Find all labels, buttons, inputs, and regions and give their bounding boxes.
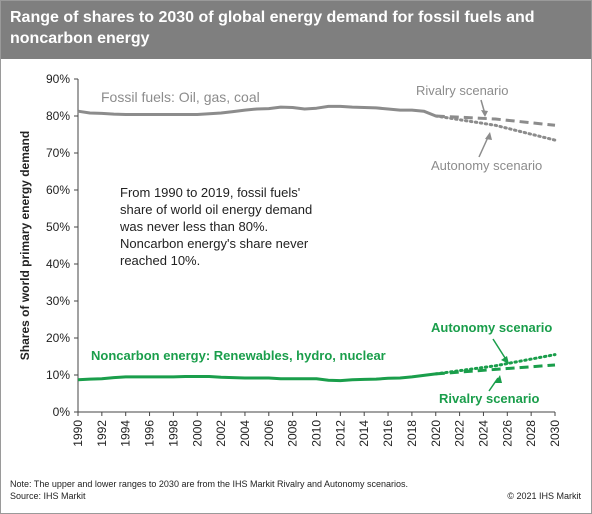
copyright: © 2021 IHS Markit xyxy=(507,491,581,501)
x-tick-label: 1994 xyxy=(119,420,133,447)
y-tick-label: 40% xyxy=(46,257,70,271)
annotation-line: reached 10%. xyxy=(120,253,200,268)
y-tick-label: 10% xyxy=(46,368,70,382)
noncarbon-autonomy-label: Autonomy scenario xyxy=(431,320,552,335)
annotation-line: Noncarbon energy's share never xyxy=(120,236,309,251)
annotation-line: was never less than 80%. xyxy=(119,219,268,234)
x-tick-label: 2000 xyxy=(190,420,204,447)
y-tick-label: 20% xyxy=(46,331,70,345)
y-tick-label: 30% xyxy=(46,294,70,308)
title-bar: Range of shares to 2030 of global energy… xyxy=(1,1,591,59)
noncarbon-autonomy-pointer xyxy=(492,338,508,362)
series-layer xyxy=(77,104,557,383)
fossil-autonomy-label: Autonomy scenario xyxy=(431,158,542,173)
x-tick-label: 2022 xyxy=(453,420,467,447)
x-tick-label: 2014 xyxy=(357,420,371,447)
x-tick-label: 1996 xyxy=(143,420,157,447)
fossil-rivalry-arrowhead xyxy=(481,110,488,117)
noncarbon-series-label: Noncarbon energy: Renewables, hydro, nuc… xyxy=(91,348,386,363)
y-tick-label: 50% xyxy=(46,220,70,234)
series-line-4 xyxy=(434,353,557,376)
y-tick-label: 70% xyxy=(46,146,70,160)
chart-note: Note: The upper and lower ranges to 2030… xyxy=(10,479,409,489)
x-tick-label: 2024 xyxy=(476,420,490,447)
series-line-5 xyxy=(435,363,556,376)
x-tick-label: 2012 xyxy=(333,420,347,447)
x-tick-label: 2010 xyxy=(310,420,324,447)
noncarbon-rivalry-arrowhead xyxy=(495,375,502,383)
axes: 0% 10% 20% 30% 40% 50% 60% 70% 80% 90% 1990 1992 199… xyxy=(18,72,562,447)
series-line-1 xyxy=(435,114,556,127)
x-tick-label: 2020 xyxy=(429,420,443,447)
x-tick-label: 1992 xyxy=(95,420,109,447)
x-tick-label: 2004 xyxy=(238,420,252,447)
x-tick-label: 1998 xyxy=(166,420,180,447)
y-tick-label: 0% xyxy=(53,405,71,419)
x-tick-label: 2002 xyxy=(214,420,228,447)
fossil-series-label: Fossil fuels: Oil, gas, coal xyxy=(101,89,260,105)
fossil-rivalry-label: Rivalry scenario xyxy=(416,83,508,98)
x-tick-label: 2008 xyxy=(286,420,300,447)
x-tick-label: 2006 xyxy=(262,420,276,447)
labels-layer: Fossil fuels: Oil, gas, coal Rivalry scen… xyxy=(91,83,552,406)
x-tick-label: 2026 xyxy=(500,420,514,447)
y-tick-label: 60% xyxy=(46,183,70,197)
series-line-2 xyxy=(434,114,557,142)
annotation-line: From 1990 to 2019, fossil fuels' xyxy=(120,185,300,200)
chart-title: Range of shares to 2030 of global energy… xyxy=(10,9,535,47)
noncarbon-rivalry-pointer xyxy=(488,377,499,392)
series-line-0 xyxy=(77,104,437,118)
y-tick-label: 90% xyxy=(46,72,70,86)
x-tick-label: 2028 xyxy=(524,420,538,447)
series-line-3 xyxy=(77,372,436,383)
noncarbon-autonomy-arrowhead xyxy=(501,356,509,364)
fossil-autonomy-arrowhead xyxy=(485,132,492,140)
annotation-line: share of world oil energy demand xyxy=(120,202,312,217)
line-chart: 0% 10% 20% 30% 40% 50% 60% 70% 80% 90% 1990 1992 199… xyxy=(18,72,562,447)
x-tick-label: 1990 xyxy=(71,420,85,447)
y-axis-label: Shares of world primary energy demand xyxy=(18,131,32,360)
chart-source: Source: IHS Markit xyxy=(10,491,86,501)
x-tick-label: 2030 xyxy=(548,420,562,447)
noncarbon-rivalry-label: Rivalry scenario xyxy=(439,391,540,406)
x-tick-label: 2018 xyxy=(405,420,419,447)
y-tick-label: 80% xyxy=(46,109,70,123)
x-tick-label: 2016 xyxy=(381,420,395,447)
